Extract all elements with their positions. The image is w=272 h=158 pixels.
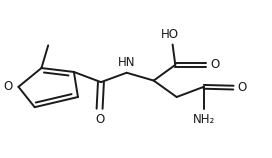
Text: NH₂: NH₂ — [193, 113, 215, 126]
Text: O: O — [3, 80, 13, 93]
Text: O: O — [95, 113, 104, 126]
Text: O: O — [237, 81, 247, 94]
Text: O: O — [211, 58, 220, 71]
Text: HO: HO — [161, 28, 179, 41]
Text: HN: HN — [118, 56, 135, 69]
